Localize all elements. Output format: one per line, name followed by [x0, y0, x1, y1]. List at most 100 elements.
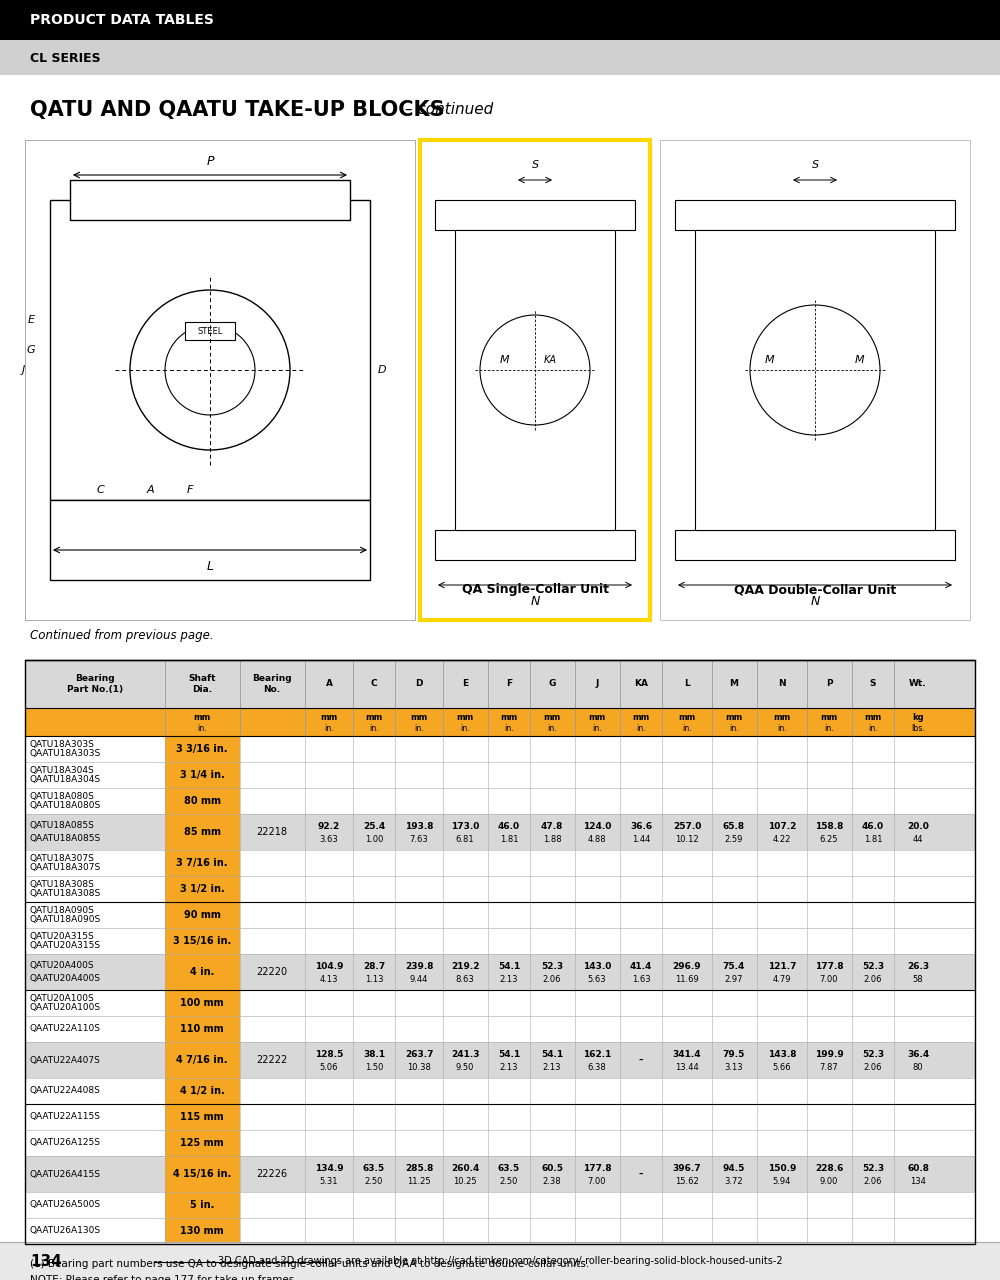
Text: 60.8: 60.8	[907, 1164, 929, 1172]
Text: in.: in.	[197, 723, 207, 732]
Text: 3.63: 3.63	[320, 836, 338, 845]
Text: 2.13: 2.13	[500, 975, 518, 984]
Text: 130 mm: 130 mm	[180, 1226, 224, 1236]
Text: 193.8: 193.8	[405, 822, 433, 831]
Text: 177.8: 177.8	[815, 963, 843, 972]
Text: KA: KA	[634, 680, 648, 689]
Text: M: M	[855, 355, 865, 365]
Text: in.: in.	[868, 723, 878, 732]
Text: A: A	[326, 680, 332, 689]
Text: 125 mm: 125 mm	[180, 1138, 224, 1148]
Text: 2.06: 2.06	[864, 1178, 882, 1187]
Bar	[165, 1219, 240, 1244]
Bar	[25, 660, 975, 1244]
Text: 296.9: 296.9	[673, 963, 701, 972]
Text: 22226: 22226	[256, 1169, 288, 1179]
Text: 54.1: 54.1	[498, 1050, 520, 1059]
Bar	[25, 708, 975, 736]
Bar	[165, 876, 240, 902]
Text: 2.38: 2.38	[543, 1178, 561, 1187]
Text: 4.13: 4.13	[320, 975, 338, 984]
Text: 128.5: 128.5	[315, 1050, 343, 1059]
Text: QAATU18A080S: QAATU18A080S	[30, 801, 101, 810]
Text: 2.59: 2.59	[725, 836, 743, 845]
Bar	[25, 660, 975, 708]
Text: mm: mm	[320, 713, 338, 722]
Bar	[435, 200, 635, 230]
Text: 1.63: 1.63	[632, 975, 650, 984]
Text: mm: mm	[632, 713, 650, 722]
Text: 8.63: 8.63	[456, 975, 474, 984]
Text: PRODUCT DATA TABLES: PRODUCT DATA TABLES	[30, 13, 214, 27]
Text: mm: mm	[543, 713, 561, 722]
Text: 52.3: 52.3	[862, 1050, 884, 1059]
Text: QAATU20A400S: QAATU20A400S	[30, 974, 101, 983]
Text: 52.3: 52.3	[862, 1164, 884, 1172]
Text: mm: mm	[456, 713, 474, 722]
Text: Bearing
Part No.(1): Bearing Part No.(1)	[67, 675, 123, 694]
Text: 1.13: 1.13	[365, 975, 383, 984]
Text: CL SERIES: CL SERIES	[30, 51, 101, 64]
Text: QAATU26A130S: QAATU26A130S	[30, 1226, 101, 1235]
Text: 3 1/2 in.: 3 1/2 in.	[180, 884, 224, 893]
Text: 85 mm: 85 mm	[184, 827, 220, 837]
Bar	[435, 530, 635, 561]
Text: 143.8: 143.8	[768, 1050, 796, 1059]
Bar	[0, 0, 1000, 40]
Text: P: P	[826, 680, 832, 689]
Text: in.: in.	[547, 723, 557, 732]
Text: QAATU18A085S: QAATU18A085S	[30, 835, 101, 844]
Text: mm: mm	[725, 713, 743, 722]
Text: mm: mm	[864, 713, 882, 722]
Text: kg: kg	[912, 713, 924, 722]
Text: 1.81: 1.81	[500, 836, 518, 845]
Text: 7.87: 7.87	[820, 1064, 838, 1073]
Text: QAATU20A100S: QAATU20A100S	[30, 1004, 101, 1012]
Bar	[25, 814, 975, 850]
Text: mm: mm	[820, 713, 838, 722]
Text: 2.50: 2.50	[500, 1178, 518, 1187]
Bar	[420, 140, 650, 620]
Text: 20.0: 20.0	[907, 822, 929, 831]
Text: 28.7: 28.7	[363, 963, 385, 972]
Text: in.: in.	[324, 723, 334, 732]
Text: in.: in.	[592, 723, 602, 732]
Text: 75.4: 75.4	[723, 963, 745, 972]
Text: 2.06: 2.06	[864, 975, 882, 984]
Text: L: L	[684, 680, 690, 689]
Bar	[165, 989, 240, 1016]
Bar	[185, 323, 235, 340]
Text: lbs.: lbs.	[911, 723, 925, 732]
Text: S: S	[870, 680, 876, 689]
Text: 3 3/16 in.: 3 3/16 in.	[176, 744, 228, 754]
Text: QATU18A085S: QATU18A085S	[30, 820, 95, 829]
Text: 52.3: 52.3	[541, 963, 563, 972]
Text: 1.88: 1.88	[543, 836, 561, 845]
Text: 47.8: 47.8	[541, 822, 563, 831]
Text: 41.4: 41.4	[630, 963, 652, 972]
Text: Shaft
Dia.: Shaft Dia.	[188, 675, 216, 694]
Text: 46.0: 46.0	[498, 822, 520, 831]
Bar	[165, 902, 240, 928]
Text: 124.0: 124.0	[583, 822, 611, 831]
Bar	[675, 530, 955, 561]
Bar	[25, 876, 975, 902]
Text: 9.44: 9.44	[410, 975, 428, 984]
Text: M: M	[730, 680, 738, 689]
Text: 11.69: 11.69	[675, 975, 699, 984]
Text: 104.9: 104.9	[315, 963, 343, 972]
Text: J: J	[22, 365, 25, 375]
Text: QAATU26A500S: QAATU26A500S	[30, 1201, 101, 1210]
Text: 63.5: 63.5	[498, 1164, 520, 1172]
Text: mm: mm	[365, 713, 383, 722]
Bar	[50, 200, 370, 500]
Bar	[25, 850, 975, 876]
Text: QATU18A080S: QATU18A080S	[30, 792, 95, 801]
Text: 22218: 22218	[256, 827, 288, 837]
Text: G: G	[26, 346, 35, 355]
Bar	[25, 1130, 975, 1156]
Text: M: M	[500, 355, 510, 365]
Text: –: –	[639, 1056, 643, 1065]
Text: 54.1: 54.1	[498, 963, 520, 972]
Bar	[165, 762, 240, 788]
